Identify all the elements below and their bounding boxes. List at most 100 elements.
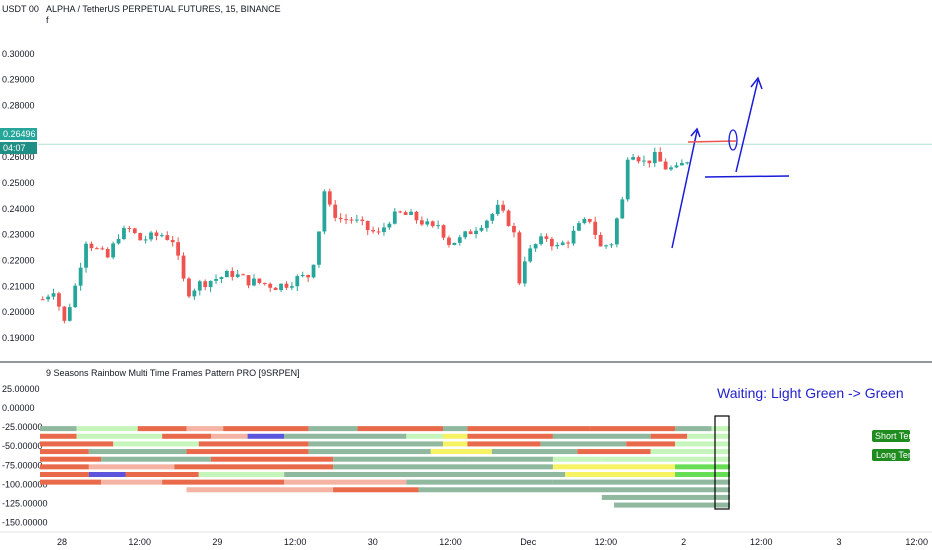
time-axis-ticks: 28 12:00 29 12:00 30 12:00 Dec 12:00 2 12:00 3 12:0… <box>57 537 928 547</box>
candle-body <box>268 283 273 288</box>
indicator-band-segment <box>186 449 309 455</box>
time-tick-label: 29 <box>212 537 222 547</box>
candle-body <box>40 299 45 301</box>
candle-body <box>149 232 153 240</box>
indicator-band-segment <box>137 426 187 432</box>
candle-body <box>57 293 61 307</box>
price-tick-label: 0.28000 <box>2 100 35 110</box>
indicator-band-segment <box>162 479 285 485</box>
candle-body <box>430 221 435 227</box>
indicator-band-segment <box>333 464 553 470</box>
indicator-tick-label: 0.00000 <box>2 403 35 413</box>
time-tick-label: 2 <box>681 537 686 547</box>
candle-body <box>78 267 83 286</box>
price-tick-label: 0.24000 <box>2 204 35 214</box>
candle-body <box>349 219 354 221</box>
indicator-band-segment <box>565 471 676 477</box>
candle-body <box>387 223 392 228</box>
indicator-band-segment <box>675 441 730 447</box>
candle-body <box>333 204 338 218</box>
candle-body <box>468 231 473 235</box>
candle-body <box>419 220 424 225</box>
candle-body <box>273 287 278 291</box>
candle-body <box>284 283 289 288</box>
price-tick-label: 0.19000 <box>2 333 35 343</box>
highlight-ellipse <box>728 129 738 151</box>
candle-body <box>116 238 121 244</box>
indicator-band-segment <box>650 449 730 455</box>
candle-body <box>111 243 116 258</box>
candle-body <box>625 159 630 200</box>
trend-arrow-line-left <box>671 130 698 249</box>
indicator-band-segment <box>687 433 730 439</box>
indicator-band-segment <box>40 464 89 470</box>
candle-body <box>484 220 489 228</box>
indicator-band-segment <box>552 433 651 439</box>
candle-body <box>441 225 446 238</box>
price-axis-panel <box>0 0 38 550</box>
indicator-band-segment <box>40 441 114 447</box>
candle-body <box>593 221 598 235</box>
long-term-label: Long Term <box>876 450 918 460</box>
trend-annotations <box>671 76 790 249</box>
candle-body <box>203 281 208 288</box>
candle-body <box>322 191 327 232</box>
candle-body <box>208 280 213 288</box>
indicator-band-segment <box>76 433 163 439</box>
candle-body <box>517 232 522 284</box>
indicator-band-segment <box>675 464 730 470</box>
candle-body <box>647 160 652 164</box>
indicator-band-segment <box>333 456 468 462</box>
candle-body <box>609 244 614 246</box>
candle-body <box>181 255 186 279</box>
candle-body <box>409 211 413 215</box>
candle-body <box>122 228 126 239</box>
indicator-band-segment <box>198 441 309 447</box>
indicator-tick-label: -75.00000 <box>2 460 43 470</box>
candle-body <box>620 199 625 219</box>
candle-body <box>252 278 256 286</box>
price-tags: 0.26496 04:07 <box>0 128 37 154</box>
candle-body <box>295 276 300 287</box>
indicator-band-segment <box>406 479 553 485</box>
price-tick-label: 0.23000 <box>2 230 35 240</box>
candle-body <box>631 157 636 160</box>
symbol-subtitle: f <box>46 15 49 25</box>
candle-body <box>105 248 110 258</box>
indicator-band-segment <box>357 426 444 432</box>
candle-body <box>376 231 381 233</box>
candle-body <box>127 228 132 230</box>
indicator-band-segment <box>613 502 730 508</box>
candle-body <box>425 221 430 225</box>
candle-body <box>187 278 191 297</box>
candle-body <box>414 211 419 221</box>
currency-label: USDT 00 <box>2 4 39 14</box>
candle-body <box>257 278 262 283</box>
time-tick-label: 12:00 <box>905 537 928 547</box>
candle-body <box>539 236 543 245</box>
indicator-band-segment <box>552 464 676 470</box>
price-tick-label: 0.20000 <box>2 307 35 317</box>
support-line <box>704 175 790 178</box>
indicator-band-segment <box>540 441 627 447</box>
candle-body <box>344 219 348 221</box>
last-price-tag <box>0 128 37 140</box>
candle-body <box>582 218 587 224</box>
time-tick-label: 12:00 <box>439 537 462 547</box>
indicator-band-segment <box>210 433 248 439</box>
candle-body <box>317 231 321 265</box>
candle-body <box>170 239 175 243</box>
indicator-band-segment <box>467 433 553 439</box>
indicator-axis-ticks: 25.00000 0.00000 -25.00000 -50.00000 -75.000… <box>2 384 48 528</box>
indicator-band-segment <box>308 441 444 447</box>
candle-body <box>338 217 343 220</box>
indicator-band-segment <box>40 426 77 432</box>
indicator-band-segment <box>552 456 602 462</box>
indicator-band-segment <box>675 426 712 432</box>
time-tick-label: 12:00 <box>750 537 773 547</box>
candle-body <box>279 283 283 291</box>
indicator-band-segment <box>467 441 541 447</box>
candle-body <box>192 290 197 297</box>
candle-body <box>365 220 370 231</box>
